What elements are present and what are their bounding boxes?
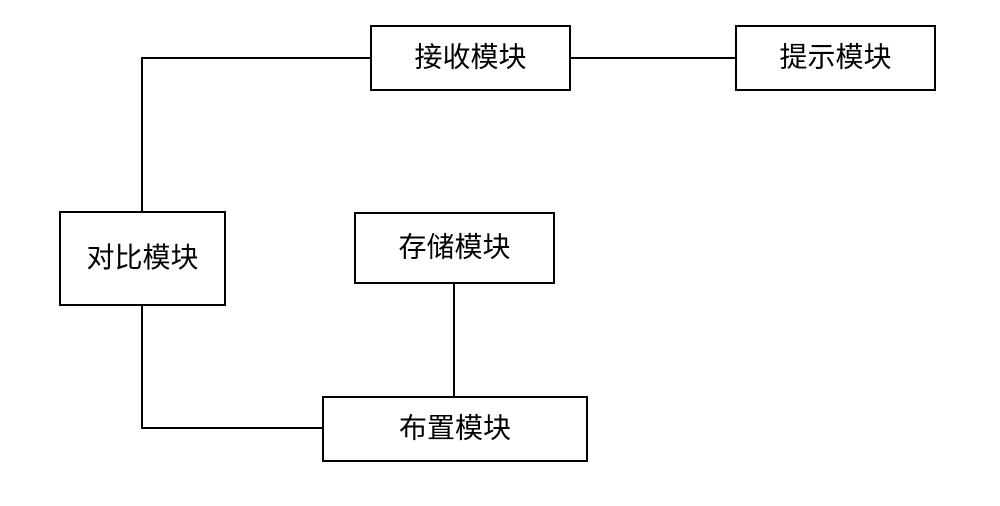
node-storage: 存储模块 bbox=[355, 213, 554, 283]
node-receive: 接收模块 bbox=[371, 26, 570, 90]
node-storage-label: 存储模块 bbox=[398, 231, 510, 263]
node-prompt-label: 提示模块 bbox=[779, 41, 891, 73]
diagram-canvas: 接收模块 提示模块对比模块 存储模块布置模块 bbox=[0, 0, 1000, 506]
node-compare-label: 对比模块 bbox=[86, 242, 198, 274]
node-layout: 布置模块 bbox=[323, 397, 587, 461]
node-layout-label: 布置模块 bbox=[399, 412, 511, 444]
node-prompt: 提示模块 bbox=[736, 26, 935, 90]
node-receive-label: 接收模块 bbox=[414, 41, 526, 73]
node-compare: 对比模块 bbox=[60, 212, 225, 305]
